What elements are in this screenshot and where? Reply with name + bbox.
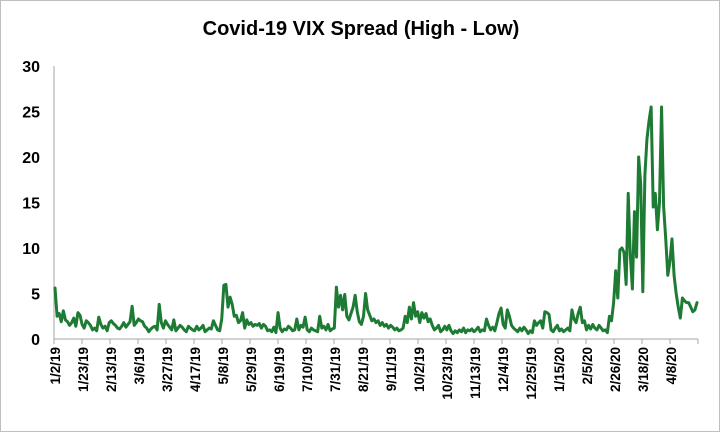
x-tick-label: 4/17/19 [188,347,203,392]
y-tick-label: 15 [22,196,40,213]
x-tick-label: 12/4/19 [496,347,511,392]
x-axis-labels: 1/2/19 1/23/19 2/13/19 3/6/19 3/27/19 4/17/19… [48,347,679,400]
x-tick-label: 3/27/19 [160,347,175,392]
x-tick-label: 9/11/19 [384,347,399,391]
x-tick-label: 1/23/19 [76,347,91,392]
x-tick-label: 3/6/19 [132,347,147,385]
x-tick-label: 2/5/20 [580,347,595,385]
x-tick-label: 7/10/19 [300,347,315,392]
vix-spread-line [53,105,699,336]
x-tick-label: 2/26/20 [608,347,623,392]
x-tick-label: 1/2/19 [48,347,63,385]
axes [53,66,699,344]
x-tick-label: 4/8/20 [664,347,679,385]
x-tick-label: 10/23/19 [440,347,455,400]
y-tick-label: 25 [22,105,40,122]
x-tick-label: 5/29/19 [244,347,259,392]
x-tick-label: 8/21/19 [356,347,371,392]
x-tick-label: 10/2/19 [412,347,427,392]
y-tick-label: 30 [22,59,40,76]
x-tick-label: 6/19/19 [272,347,287,392]
y-tick-label: 0 [31,332,40,349]
x-tick-label: 1/15/20 [552,347,567,392]
chart-title: Covid-19 VIX Spread (High - Low) [202,18,520,40]
x-tick-label: 12/25/19 [524,347,539,400]
x-tick-label: 5/8/19 [216,347,231,385]
x-tick-label: 7/31/19 [328,347,343,392]
x-tick-label: 11/13/19 [468,347,483,399]
y-tick-label: 5 [31,287,40,304]
y-tick-label: 20 [22,150,40,167]
y-axis-labels: 0 5 10 15 20 25 30 [22,59,40,349]
y-tick-label: 10 [22,241,40,258]
x-tick-label: 2/13/19 [104,347,119,392]
x-tick-label: 3/18/20 [636,347,651,392]
